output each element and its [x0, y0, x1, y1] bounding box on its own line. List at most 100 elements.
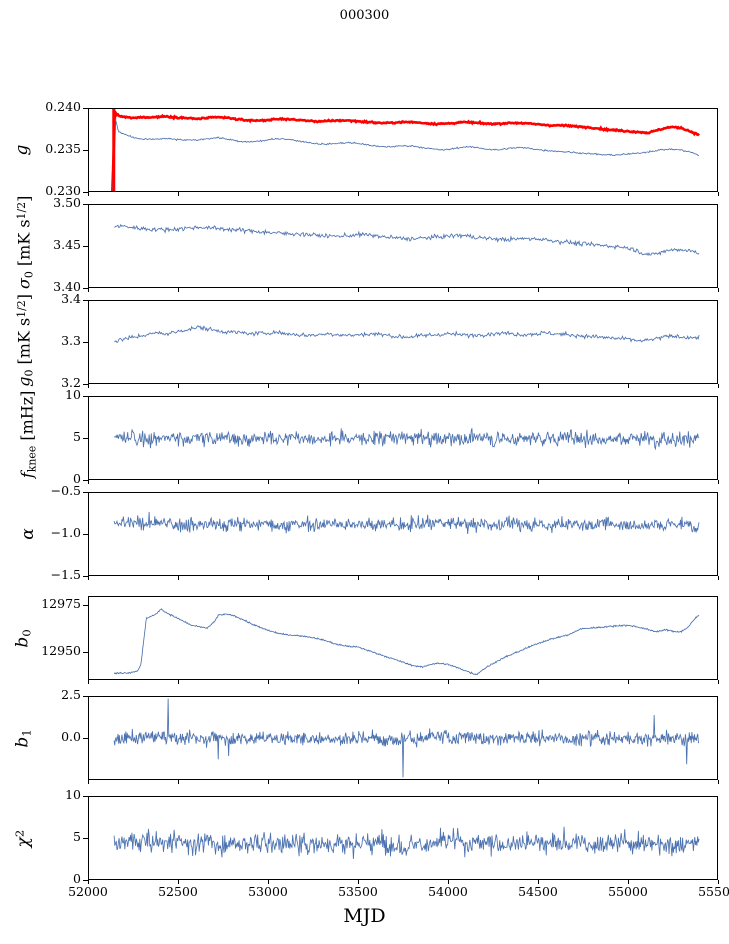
x-tick-mark [87, 384, 89, 388]
y-tick-label: 3.40 [53, 279, 81, 294]
plot-panel-g [88, 108, 718, 192]
x-tick-mark [717, 576, 719, 580]
plot-panel-chi2 [88, 796, 718, 880]
y-tick-mark [83, 695, 88, 697]
series-g0 [114, 326, 699, 343]
x-tick-mark [537, 192, 539, 196]
y-tick-mark [83, 395, 88, 397]
x-tick-mark [267, 576, 269, 580]
x-tick-mark [267, 288, 269, 292]
plot-panel-sigma0 [88, 204, 718, 288]
x-tick-mark [627, 384, 629, 388]
x-tick-mark [177, 680, 179, 684]
y-tick-label: 10 [65, 387, 81, 402]
y-tick-mark [83, 149, 88, 151]
y-tick-label: 12950 [41, 643, 81, 658]
plot-panel-b1 [88, 696, 718, 780]
figure-title: 000300 [339, 8, 390, 23]
y-tick-mark [83, 299, 88, 301]
x-tick-mark [357, 880, 359, 884]
plot-panel-alpha [88, 492, 718, 576]
plot-panel-g0 [88, 300, 718, 384]
x-tick-mark [447, 680, 449, 684]
y-tick-mark [83, 191, 88, 193]
x-tick-mark [447, 880, 449, 884]
y-tick-label: 0.240 [45, 99, 81, 114]
x-tick-mark [177, 288, 179, 292]
x-tick-mark [717, 680, 719, 684]
series-fknee [114, 428, 699, 449]
x-tick-mark [537, 780, 539, 784]
x-tick-mark [717, 384, 719, 388]
x-tick-mark [87, 192, 89, 196]
x-tick-mark [177, 192, 179, 196]
x-tick-mark [177, 780, 179, 784]
x-tick-mark [177, 576, 179, 580]
y-tick-mark [83, 575, 88, 577]
x-tick-mark [357, 680, 359, 684]
y-axis-label-b0: b0 [12, 629, 34, 648]
y-tick-mark [83, 604, 88, 606]
y-axis-label-b1: b1 [12, 729, 34, 748]
y-tick-mark [83, 879, 88, 881]
x-tick-mark [87, 288, 89, 292]
x-tick-mark [627, 880, 629, 884]
y-tick-mark [83, 837, 88, 839]
y-tick-label: 3.4 [61, 291, 81, 306]
x-tick-mark [537, 576, 539, 580]
x-tick-label: 52000 [68, 884, 108, 899]
x-tick-mark [87, 680, 89, 684]
y-tick-label: 3.3 [61, 333, 81, 348]
x-tick-mark [267, 780, 269, 784]
x-tick-label: 54500 [518, 884, 558, 899]
x-tick-mark [627, 680, 629, 684]
x-tick-mark [717, 288, 719, 292]
series-b1 [114, 699, 699, 778]
x-tick-mark [717, 880, 719, 884]
x-tick-mark [357, 576, 359, 580]
y-tick-mark [83, 437, 88, 439]
x-tick-mark [537, 480, 539, 484]
y-tick-label: 3.45 [53, 237, 81, 252]
series-alpha [114, 512, 699, 534]
y-tick-mark [83, 245, 88, 247]
x-tick-mark [87, 880, 89, 884]
y-tick-label: 0 [73, 871, 81, 886]
x-tick-mark [357, 192, 359, 196]
x-tick-mark [627, 192, 629, 196]
x-tick-mark [267, 192, 269, 196]
x-tick-mark [627, 576, 629, 580]
x-tick-mark [627, 780, 629, 784]
y-tick-mark [83, 383, 88, 385]
x-tick-mark [717, 480, 719, 484]
x-tick-mark [447, 480, 449, 484]
y-tick-label: 3.2 [61, 375, 81, 390]
y-tick-mark [83, 479, 88, 481]
y-tick-mark [83, 287, 88, 289]
x-tick-mark [537, 288, 539, 292]
y-tick-label: 2.5 [61, 687, 81, 702]
x-tick-mark [717, 192, 719, 196]
y-tick-label: 10 [65, 787, 81, 802]
series-g-blue-lower [112, 119, 699, 191]
x-tick-mark [357, 384, 359, 388]
x-tick-mark [357, 780, 359, 784]
x-tick-label: 54000 [428, 884, 468, 899]
y-tick-mark [83, 491, 88, 493]
x-tick-mark [537, 384, 539, 388]
x-tick-mark [87, 780, 89, 784]
x-tick-label: 53500 [338, 884, 378, 899]
x-tick-mark [87, 480, 89, 484]
plot-panel-fknee [88, 396, 718, 480]
series-b0 [114, 609, 699, 675]
x-tick-mark [267, 680, 269, 684]
y-tick-mark [83, 651, 88, 653]
x-tick-label: 55000 [608, 884, 648, 899]
x-tick-mark [447, 288, 449, 292]
y-tick-mark [83, 737, 88, 739]
x-tick-mark [447, 576, 449, 580]
x-tick-mark [87, 576, 89, 580]
y-tick-label: 12975 [41, 596, 81, 612]
x-tick-label: 53000 [248, 884, 288, 899]
